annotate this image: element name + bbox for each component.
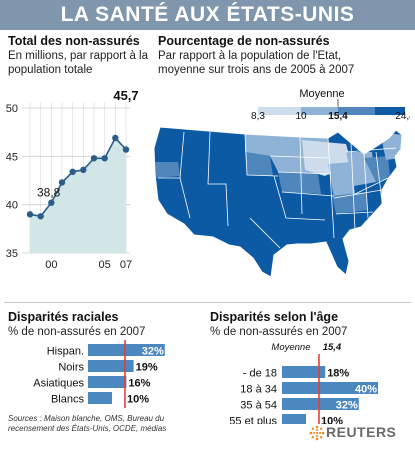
last-value-label: 45,7: [113, 88, 138, 103]
uninsured-point: [112, 134, 119, 142]
sources-note: Sources : Maison blanche, OMS, Bureau du…: [8, 414, 208, 434]
bar-value-label: 10%: [321, 416, 343, 425]
uninsured-point: [122, 146, 130, 153]
bar: [282, 398, 359, 410]
state-group-kentucky-tennessee: [332, 192, 368, 214]
uninsured-line: [29, 136, 127, 218]
map-subtitle-line1: Par rapport à la population de l'Etat,: [158, 50, 342, 62]
sources-line-2: recensement des États-Unis, OCDE, médias: [8, 424, 167, 433]
page-title: LA SANTÉ AUX ÉTATS-UNIS: [60, 3, 355, 26]
state-group-pennsylvania: [364, 156, 390, 182]
y-tick-label: 35: [6, 248, 18, 260]
reuters-brand: REUTERS: [326, 424, 397, 440]
bar: [88, 360, 134, 372]
x-tick-label: 07: [120, 259, 132, 271]
legend-tick-2: 10: [295, 111, 307, 122]
bar: [88, 376, 127, 388]
state-group-kansas-area: [278, 172, 321, 194]
state-group-wyoming-area: [245, 152, 273, 176]
bar-value-label: 32%: [142, 346, 164, 358]
bar: [282, 366, 326, 378]
bar-value-label: 19%: [136, 362, 158, 374]
bar: [88, 344, 165, 356]
title-banner: [0, 0, 415, 30]
map-subtitle-line2: moyenne sur trois ans de 2005 à 2007: [158, 64, 355, 76]
uninsured-total-title: Total des non-assurés: [8, 34, 140, 48]
map-title: Pourcentage de non-assurés: [158, 34, 330, 48]
state-borders: [158, 131, 397, 249]
x-tick-label: 05: [99, 259, 111, 271]
legend-swatch-4: [375, 107, 405, 115]
bar-value-label: 16%: [128, 378, 150, 390]
us-states-map: [153, 126, 403, 278]
reuters-logo-icon: [309, 425, 325, 441]
racial-title: Disparités raciales: [8, 310, 119, 324]
age-bar-chart: Moyenne 15,4 - de 18 18% 18 à 34 40% 35 à 54…: [229, 342, 378, 425]
map-legend: Moyenne 8,3 10 15,4 24,4: [251, 88, 410, 122]
bar-value-label: 10%: [127, 394, 149, 406]
uninsured-line-chart: 35 40 45 50 00 05 07 38,8 45,7: [6, 88, 139, 271]
bar-category-label: 35 à 54: [240, 400, 277, 412]
legend-swatch-1: [258, 107, 301, 115]
bar-category-label: - de 18: [243, 368, 277, 380]
uninsured-total-subtitle: En millions, par rapport à la population…: [8, 50, 148, 76]
state-group-iowa-illinois: [328, 162, 355, 198]
bar-category-label: Asiatiques: [33, 378, 84, 390]
uninsured-point: [69, 168, 76, 175]
y-tick-label: 50: [6, 103, 18, 115]
state-oregon-south: [154, 162, 180, 178]
uninsured-point: [101, 155, 108, 162]
racial-bar-chart: Hispan. 32% Noirs 19% Asiatiques 16% Blancs 10%: [33, 340, 165, 408]
bar-category-label: Blancs: [51, 394, 85, 406]
bar: [282, 382, 378, 394]
age-mean-value: 15,4: [323, 342, 342, 353]
legend-tick-mean: 15,4: [328, 111, 348, 122]
racial-subtitle: % de non-assurés en 2007: [8, 326, 146, 338]
uninsured-point: [37, 213, 44, 220]
map-states-fill: [154, 127, 402, 277]
uninsured-point: [90, 155, 98, 162]
legend-swatch-2: [301, 107, 338, 115]
bar-category-label: Noirs: [58, 362, 84, 374]
bar-category-label: Hispan.: [47, 346, 84, 358]
bar: [282, 414, 306, 424]
first-value-label: 38,8: [37, 185, 61, 199]
section-divider: [4, 302, 411, 303]
uninsured-point: [48, 199, 55, 206]
legend-tick-min: 8,3: [251, 111, 265, 122]
x-tick-label: 00: [45, 259, 57, 271]
legend-mean-label: Moyenne: [299, 88, 344, 100]
bar-value-label: 18%: [327, 368, 349, 380]
uninsured-point: [26, 211, 34, 218]
uninsured-point: [58, 179, 66, 186]
y-tick-label: 40: [6, 200, 18, 212]
bar-value-label: 32%: [336, 400, 358, 412]
age-mean-label: Moyenne: [271, 342, 310, 353]
uninsured-point: [80, 166, 87, 174]
bar-value-label: 40%: [355, 384, 377, 396]
legend-tick-max: 24,4: [395, 111, 410, 122]
legend-swatch-3: [338, 107, 375, 115]
y-tick-label: 45: [6, 151, 18, 163]
sources-line-1: Sources : Maison blanche, OMS, Bureau du: [8, 414, 165, 423]
age-subtitle: % de non-assurés en 2007: [210, 326, 348, 338]
bar: [88, 392, 112, 404]
bar-category-label: 18 à 34: [240, 384, 277, 396]
age-title: Disparités selon l'âge: [210, 310, 339, 324]
uninsured-area: [30, 137, 126, 253]
bar-category-label: 55 et plus: [229, 416, 277, 425]
map-outline: [153, 126, 403, 278]
state-montana: [210, 132, 245, 162]
